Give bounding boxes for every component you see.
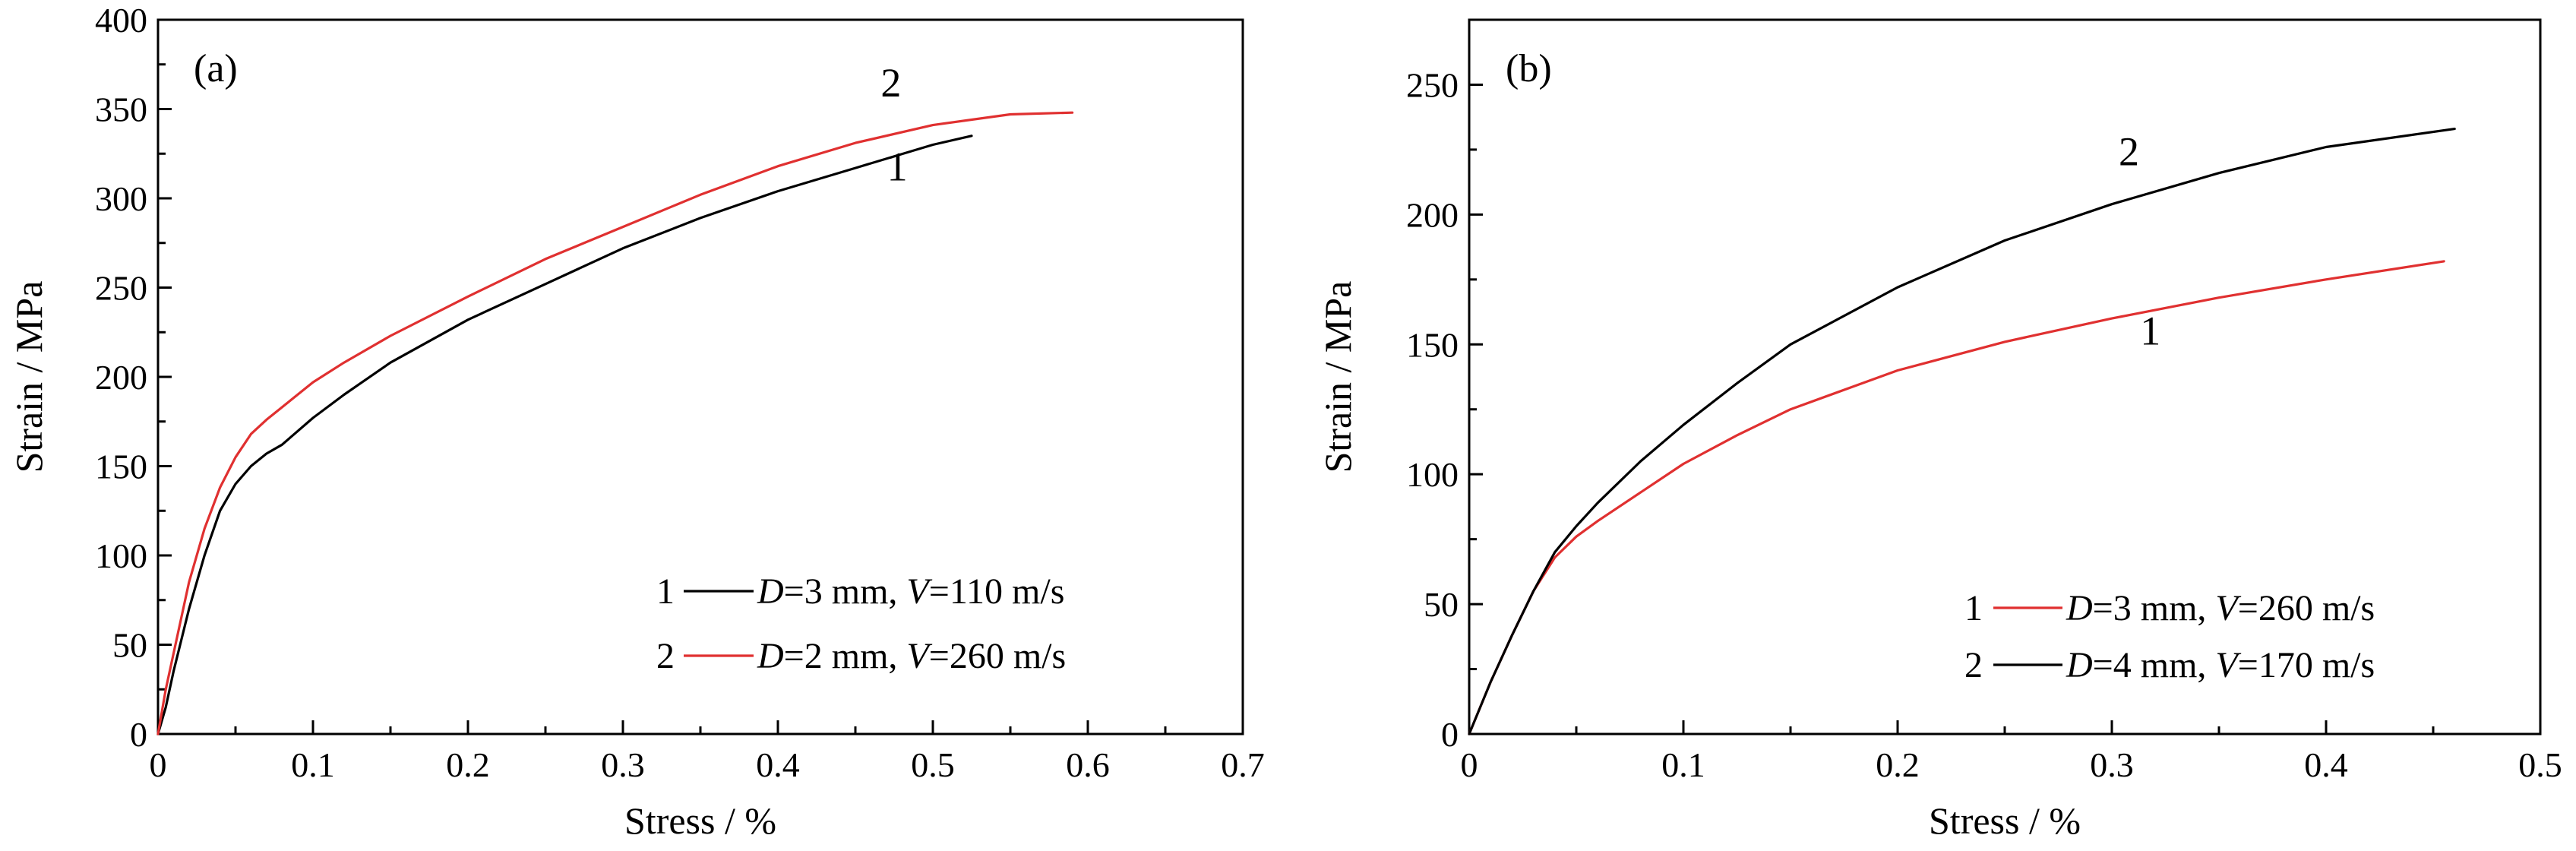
panel-label: (a)	[194, 47, 238, 90]
legend-1-number: 1	[656, 571, 675, 612]
legend-d-value: =3 mm,	[2093, 588, 2216, 628]
y-tick-label: 0	[1441, 715, 1459, 754]
x-axis-title: Stress / %	[1929, 799, 2081, 842]
x-tick-label: 0.3	[2090, 745, 2134, 784]
y-tick-label: 50	[1424, 585, 1459, 624]
x-tick-label: 0.1	[1661, 745, 1705, 784]
legend-d-symbol: D	[757, 571, 784, 612]
y-tick-label: 100	[1406, 455, 1459, 494]
y-tick-label: 0	[130, 715, 147, 754]
curve-label-2: 2	[2119, 128, 2139, 174]
legend-d-symbol: D	[757, 636, 784, 676]
y-tick-label: 200	[95, 358, 147, 397]
y-tick-label: 350	[95, 90, 147, 129]
x-tick-label: 0.1	[291, 745, 335, 784]
panel-label: (b)	[1506, 47, 1552, 90]
y-tick-label: 400	[95, 1, 147, 40]
y-tick-label: 150	[1406, 325, 1459, 364]
x-tick-label: 0.3	[601, 745, 645, 784]
legend-1-text: D=3 mm, V=110 m/s	[757, 571, 1064, 612]
x-tick-label: 0.5	[2518, 745, 2562, 784]
x-tick-label: 0	[1461, 745, 1478, 784]
y-axis-title: Strain / MPa	[8, 281, 50, 473]
y-tick-label: 250	[1406, 65, 1459, 104]
legend-2-number: 2	[1964, 645, 1983, 685]
legend-v-value: =260 m/s	[2238, 588, 2375, 628]
legend-v-symbol: V	[2215, 588, 2241, 628]
legend-v-value: =110 m/s	[929, 571, 1065, 612]
x-axis-title: Stress / %	[624, 799, 776, 842]
legend-v-value: =170 m/s	[2238, 645, 2375, 685]
curve-label-1: 1	[887, 144, 908, 190]
y-tick-label: 250	[95, 269, 147, 308]
legend-d-value: =2 mm,	[784, 636, 907, 676]
x-tick-label: 0.4	[2304, 745, 2348, 784]
plot-frame	[1468, 18, 2542, 736]
x-tick-label: 0.4	[756, 745, 800, 784]
legend-2-text: D=2 mm, V=260 m/s	[757, 636, 1066, 676]
panel-a: 0 0.1 0.2 0.3 0.4 0.5 0.6 0.7 0 50 100 150 200 250 300…	[8, 1, 1265, 842]
series-2-line	[1468, 128, 2456, 736]
x-tick-label: 0	[150, 745, 167, 784]
legend-v-symbol: V	[2215, 645, 2241, 685]
legend-d-value: =4 mm,	[2093, 645, 2216, 685]
panel-b: 0 0.1 0.2 0.3 0.4 0.5 0 50 100 150 200 250 Stress / …	[1316, 18, 2562, 842]
curve-label-1: 1	[2140, 308, 2160, 353]
legend-d-symbol: D	[2066, 588, 2093, 628]
legend-d-value: =3 mm,	[784, 571, 907, 612]
x-tick-label: 0.2	[1876, 745, 1920, 784]
x-tick-label: 0.2	[446, 745, 490, 784]
legend-d-symbol: D	[2066, 645, 2093, 685]
x-tick-label: 0.7	[1221, 745, 1265, 784]
y-tick-label: 100	[95, 536, 147, 575]
legend-2-text: D=4 mm, V=170 m/s	[2066, 645, 2375, 685]
y-tick-label: 50	[112, 626, 147, 665]
curve-label-2: 2	[880, 60, 901, 106]
legend-1-text: D=3 mm, V=260 m/s	[2066, 588, 2375, 628]
series-2-line	[156, 111, 1074, 736]
legend-2-number: 2	[656, 636, 675, 676]
legend-1-number: 1	[1964, 588, 1983, 628]
legend-v-symbol: V	[906, 571, 932, 612]
y-tick-label: 300	[95, 179, 147, 218]
legend-v-value: =260 m/s	[929, 636, 1066, 676]
y-tick-label: 200	[1406, 195, 1459, 234]
y-axis-title: Strain / MPa	[1316, 281, 1359, 473]
x-tick-label: 0.6	[1066, 745, 1110, 784]
legend-v-symbol: V	[906, 636, 932, 676]
y-tick-label: 150	[95, 448, 147, 486]
x-tick-label: 0.5	[911, 745, 955, 784]
